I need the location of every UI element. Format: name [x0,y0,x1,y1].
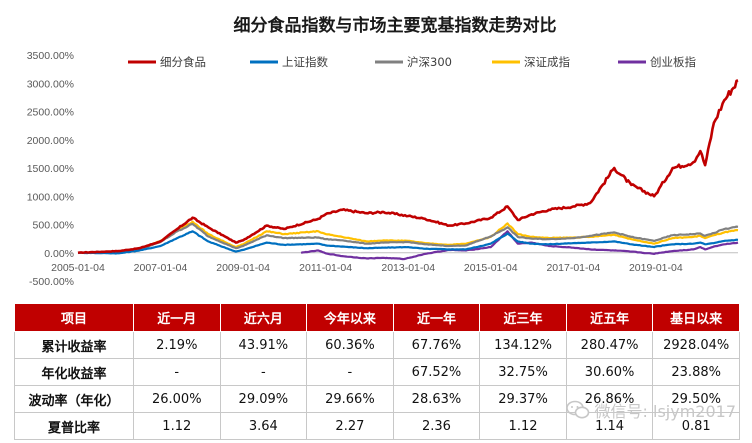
table-cell: 2.19% [133,331,221,359]
series-line [77,230,739,255]
table-cell: 0.81 [652,412,740,440]
col-header: 项目 [14,303,134,332]
statistics-table: 项目 近一月 近六月 今年以来 近一年 近三年 近五年 基日以来 累计收益率 2… [14,303,740,440]
legend-label: 沪深300 [407,55,452,69]
table-cell: - [306,358,394,386]
series-line [300,230,739,261]
chart-legend: 细分食品 上证指数 沪深300 深证成指 创业板指 [128,55,696,69]
table-cell: 29.66% [306,385,394,413]
col-header: 今年以来 [306,303,394,332]
table-cell: 2.27 [306,412,394,440]
x-tick-label: 2015-01-04 [464,262,518,274]
y-tick-label: -500.00% [29,276,74,288]
y-axis: -500.00% 0.00% 500.00% 1000.00% 1500.00% 2000… [27,50,74,288]
x-tick-label: 2005-01-04 [51,262,105,274]
wechat-icon [565,400,589,419]
table-cell: 3.64 [219,412,308,440]
legend-item: 创业板指 [618,55,696,69]
row-label: 波动率（年化） [14,385,134,413]
legend-label: 深证成指 [524,55,570,69]
col-header: 近一月 [133,303,221,332]
table-row: 夏普比率 1.12 3.64 2.27 2.36 1.12 1.14 0.81 [14,412,740,440]
table-header-row: 项目 近一月 近六月 今年以来 近一年 近三年 近五年 基日以来 [14,303,740,332]
x-tick-label: 2007-01-04 [134,262,188,274]
y-tick-label: 0.00% [44,248,74,260]
watermark-text: 微信号: lsjym2017 [594,402,736,421]
y-tick-label: 500.00% [33,220,74,232]
table-cell: 134.12% [479,331,567,359]
table-cell: 26.00% [133,385,221,413]
x-tick-label: 2019-01-04 [629,262,683,274]
chart-title: 细分食品指数与市场主要宽基指数走势对比 [234,15,557,36]
chart-area: 细分食品指数与市场主要宽基指数走势对比 细分食品 上证指数 沪深300 深证成指 创业板… [27,15,739,288]
x-tick-label: 2009-01-04 [216,262,270,274]
row-label: 年化收益率 [14,358,134,386]
col-header: 基日以来 [652,303,740,332]
x-tick-label: 2011-01-04 [299,262,352,274]
row-label: 夏普比率 [14,412,134,440]
table-cell: 67.76% [392,331,481,359]
table-cell: 60.36% [306,331,394,359]
table-row: 波动率（年化） 26.00% 29.09% 29.66% 28.63% 29.3… [14,385,740,413]
y-tick-label: 1000.00% [27,191,74,203]
y-tick-label: 2000.00% [27,135,74,147]
series-line [77,220,739,254]
y-tick-label: 3000.00% [27,78,74,90]
table-cell: 2928.04% [652,331,740,359]
y-tick-label: 3500.00% [27,50,74,62]
col-header: 近一年 [392,303,481,332]
table-cell: 67.52% [392,358,481,386]
col-header: 近五年 [565,303,654,332]
table-cell: 43.91% [219,331,308,359]
table-cell: 1.12 [479,412,567,440]
table-cell: 29.09% [219,385,308,413]
series-line [77,79,739,255]
table-row: 累计收益率 2.19% 43.91% 60.36% 67.76% 134.12%… [14,331,740,359]
table-cell: 28.63% [392,385,481,413]
col-header: 近六月 [219,303,308,332]
legend-item: 细分食品 [128,55,206,69]
table-cell: - [133,358,221,386]
table-cell: 1.12 [133,412,221,440]
legend-item: 深证成指 [492,55,570,69]
table-row: 年化收益率 - - - 67.52% 32.75% 30.60% 23.88% [14,358,740,386]
watermark: 微信号: lsjym2017 [565,398,736,422]
table-cell: 29.37% [479,385,567,413]
table-cell: - [219,358,308,386]
table-cell: 23.88% [652,358,740,386]
legend-item: 上证指数 [250,55,328,69]
col-header: 近三年 [479,303,567,332]
table-cell: 30.60% [565,358,654,386]
table-cell: 280.47% [565,331,654,359]
chart-series [77,79,739,261]
table-cell: 2.36 [392,412,481,440]
legend-label: 细分食品 [160,55,206,69]
x-tick-label: 2017-01-04 [546,262,600,274]
legend-label: 创业板指 [650,55,696,69]
row-label: 累计收益率 [14,331,134,359]
x-tick-label: 2013-01-04 [381,262,435,274]
y-tick-label: 2500.00% [27,107,74,119]
legend-label: 上证指数 [282,55,328,69]
table-cell: 32.75% [479,358,567,386]
y-tick-label: 1500.00% [27,163,74,175]
series-line [78,222,739,255]
x-axis: 2005-01-04 2007-01-04 2009-01-04 2011-01-04… [51,262,683,274]
legend-item: 沪深300 [375,55,452,69]
